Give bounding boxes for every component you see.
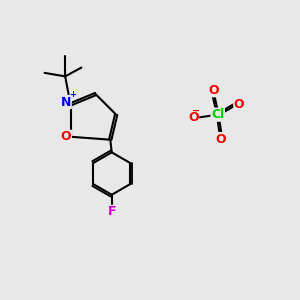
Text: Cl: Cl: [211, 108, 224, 121]
Text: O: O: [188, 111, 199, 124]
Text: +: +: [69, 90, 76, 99]
Text: O: O: [208, 84, 219, 97]
Text: O: O: [234, 98, 244, 111]
Text: N: N: [61, 95, 71, 109]
Text: O: O: [215, 133, 226, 146]
Text: O: O: [61, 130, 71, 143]
Text: −: −: [192, 106, 200, 116]
Text: F: F: [107, 205, 116, 218]
